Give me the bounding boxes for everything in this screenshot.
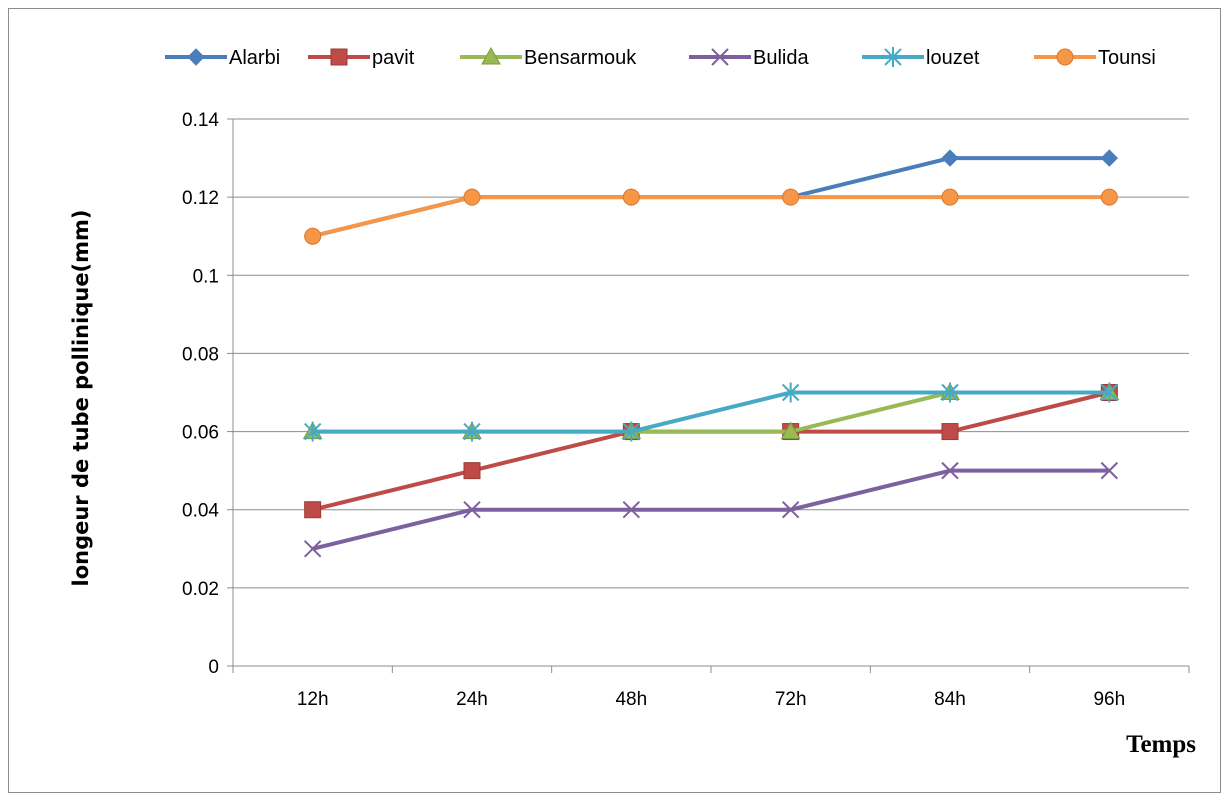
data-point xyxy=(941,423,959,441)
legend-label: louzet xyxy=(926,47,980,69)
data-point xyxy=(463,188,481,206)
legend-marker xyxy=(187,48,205,66)
data-point xyxy=(304,501,322,519)
series-bulida xyxy=(303,461,1119,558)
y-tick-label: 0.08 xyxy=(182,344,219,365)
data-point xyxy=(304,227,322,245)
data-point xyxy=(463,462,481,480)
legend-item-bensarmouk: Bensarmouk xyxy=(460,46,637,69)
data-point xyxy=(303,540,322,558)
y-tick-label: 0.1 xyxy=(193,266,219,287)
series-tounsi xyxy=(304,188,1118,245)
legend-item-tounsi: Tounsi xyxy=(1034,47,1156,69)
data-point xyxy=(941,188,959,206)
data-point xyxy=(463,421,481,442)
data-point xyxy=(781,382,800,403)
data-point xyxy=(303,421,322,442)
data-point xyxy=(1100,382,1119,403)
gridlines xyxy=(233,118,1189,589)
data-point xyxy=(1100,149,1119,167)
data-point xyxy=(622,501,641,519)
y-tick-label: 0.04 xyxy=(182,501,219,522)
series-lines xyxy=(302,149,1120,558)
legend-marker xyxy=(884,47,902,67)
legend-item-alarbi: Alarbi xyxy=(165,47,280,69)
y-tick-label: 0 xyxy=(208,657,219,678)
legend-label: pavit xyxy=(372,47,415,69)
series-pavit xyxy=(304,384,1118,519)
legend-item-bulida: Bulida xyxy=(689,47,809,69)
legend: Alarbi pavit Bensarmouk Bulida louzet Tounsi xyxy=(165,46,1156,69)
series-line xyxy=(312,468,1110,551)
legend-label: Tounsi xyxy=(1098,47,1156,69)
y-axis-title: longeur de tube pollinique(mm) xyxy=(69,209,93,586)
legend-label: Bulida xyxy=(753,47,809,69)
x-tick-label: 12h xyxy=(297,689,329,710)
data-point xyxy=(622,421,641,442)
data-point xyxy=(941,382,959,403)
legend-item-pavit: pavit xyxy=(308,47,415,69)
legend-label: Bensarmouk xyxy=(524,47,637,69)
x-tick-label: 72h xyxy=(775,689,807,710)
data-point xyxy=(941,461,959,480)
y-tick-label: 0.02 xyxy=(182,579,219,600)
data-point xyxy=(782,188,800,206)
x-tick-label: 48h xyxy=(615,689,647,710)
legend-label: Alarbi xyxy=(229,47,280,69)
x-axis-title: Temps xyxy=(1126,731,1196,758)
legend-marker xyxy=(481,46,501,65)
axes: 0 0.02 0.04 0.06 0.08 0.1 0.12 0.14 12h 24h 48h 72h… xyxy=(182,110,1190,710)
legend-marker xyxy=(711,48,729,66)
chart-area xyxy=(8,8,1221,793)
data-point xyxy=(941,149,959,167)
y-tick-label: 0.14 xyxy=(182,110,219,131)
x-tick-label: 24h xyxy=(456,689,488,710)
data-point xyxy=(780,421,801,440)
data-point xyxy=(622,188,640,206)
y-tick-label: 0.12 xyxy=(182,188,219,209)
series-louzet xyxy=(303,382,1119,442)
legend-marker xyxy=(1056,48,1074,66)
series-line xyxy=(312,195,1110,239)
legend-item-louzet: louzet xyxy=(862,47,980,69)
data-point xyxy=(1100,461,1119,480)
series-line xyxy=(312,390,1110,434)
data-point xyxy=(1100,188,1118,206)
x-tick-label: 96h xyxy=(1093,689,1125,710)
legend-marker xyxy=(330,48,348,66)
y-tick-label: 0.06 xyxy=(182,423,219,444)
data-point xyxy=(463,501,481,519)
x-tick-label: 84h xyxy=(934,689,966,710)
data-point xyxy=(781,501,800,519)
